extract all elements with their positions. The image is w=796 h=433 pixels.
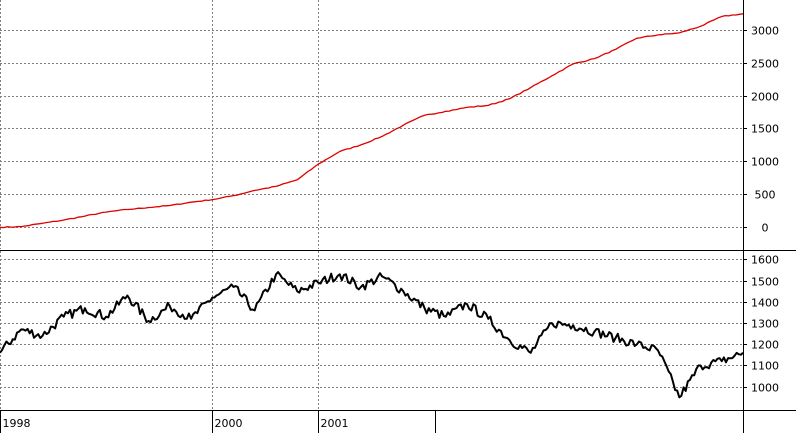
bottom-y-tick-label: 1300: [751, 318, 779, 331]
top-panel-gridlines: [0, 0, 743, 249]
bottom-y-tick-label: 1100: [751, 360, 779, 373]
top-y-tick-label: 2500: [751, 58, 779, 71]
top-y-tick-label: 500: [755, 189, 776, 202]
bottom-panel-gridlines: [0, 251, 743, 410]
x-tick-label: 2000: [215, 417, 243, 430]
bottom-panel-y-axis: 1000 1100 1200 1300 1400 1500 1600: [743, 254, 779, 395]
x-tick-label: 1998: [3, 417, 31, 430]
top-y-tick-label: 2000: [751, 91, 779, 104]
bottom-panel-series: [0, 271, 744, 399]
top-y-tick-label: 1000: [751, 156, 779, 169]
bottom-series-line-0: [0, 271, 744, 399]
top-panel-y-axis: 0 500 1000 1500 2000 2500 3000: [743, 25, 779, 235]
x-axis: 1998 2000 2001: [0, 410, 436, 433]
x-tick-label: 2001: [321, 417, 349, 430]
bottom-y-tick-label: 1200: [751, 339, 779, 352]
bottom-y-tick-label: 1000: [751, 382, 779, 395]
top-y-tick-label: 1500: [751, 123, 779, 136]
top-y-tick-label: 0: [762, 222, 769, 235]
top-panel-series: [0, 13, 744, 229]
bottom-y-tick-label: 1400: [751, 297, 779, 310]
bottom-y-tick-label: 1500: [751, 276, 779, 289]
bottom-y-tick-label: 1600: [751, 254, 779, 267]
top-series-line-0: [0, 13, 744, 229]
top-y-tick-label: 3000: [751, 25, 779, 38]
